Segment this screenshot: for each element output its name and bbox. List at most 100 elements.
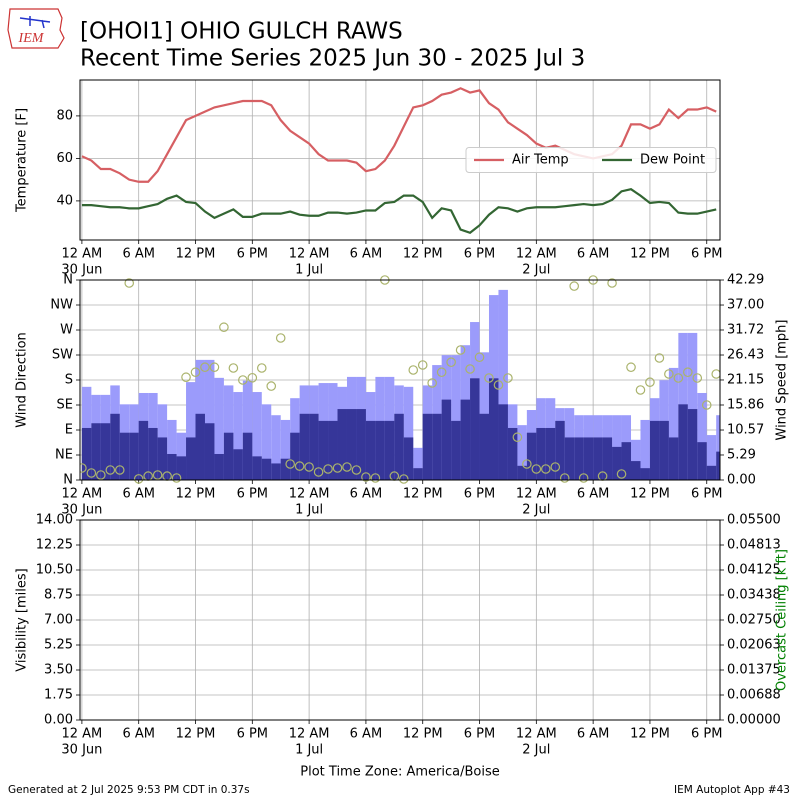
bar	[432, 413, 442, 480]
x-tick-label: 12 AM	[289, 487, 330, 502]
point	[645, 377, 655, 388]
point	[114, 465, 125, 475]
bar	[356, 409, 366, 480]
bar	[242, 432, 253, 480]
bar	[81, 427, 92, 480]
y2-axis-label: Overcast Ceiling [k ft]	[775, 549, 790, 691]
bar	[204, 359, 215, 480]
x-tick-label: 6 PM	[464, 247, 495, 262]
y-tick-label: SW	[52, 348, 73, 363]
point	[228, 363, 239, 373]
bar	[488, 378, 499, 480]
bar	[555, 420, 565, 480]
x-date-label: 30 Jun	[61, 263, 102, 278]
x-tick-label: 6 PM	[691, 727, 722, 742]
point	[455, 345, 466, 355]
line-series	[81, 188, 717, 235]
bar	[517, 465, 527, 480]
point	[200, 362, 210, 373]
point	[304, 462, 314, 472]
x-tick-label: 6 PM	[237, 247, 268, 262]
bar	[176, 456, 187, 480]
bar	[640, 419, 650, 480]
point	[522, 459, 532, 469]
bar	[583, 437, 594, 480]
x-date-label: 2 Jul	[522, 503, 550, 518]
y-tick-label: 8.75	[44, 588, 73, 603]
bar	[564, 437, 575, 480]
y-tick-label: 12.25	[36, 538, 73, 553]
bar	[91, 423, 101, 480]
bar	[687, 332, 698, 480]
y-tick-label: 80	[56, 108, 73, 123]
bar	[612, 446, 622, 480]
y-tick-label: S	[65, 373, 73, 388]
bar	[280, 419, 291, 480]
bar	[252, 392, 262, 480]
bar	[697, 392, 707, 480]
bar	[545, 427, 556, 480]
x-tick-label: 12 AM	[289, 247, 330, 262]
bar	[536, 427, 546, 480]
bar	[375, 420, 385, 480]
bar	[167, 419, 177, 480]
bar	[167, 453, 177, 480]
point	[351, 465, 362, 475]
point	[124, 278, 135, 288]
x-tick-label: 12 PM	[630, 487, 670, 502]
bar	[631, 439, 641, 480]
bar	[678, 404, 688, 480]
x-tick-label: 6 AM	[577, 487, 610, 502]
logo: IEM	[7, 8, 65, 49]
point	[408, 365, 419, 375]
y2-tick-label: 21.15	[727, 372, 764, 387]
y-tick-label: N	[63, 473, 73, 488]
point	[540, 464, 551, 474]
point	[190, 367, 201, 378]
point	[398, 474, 409, 484]
y2-tick-label: 0.02063	[727, 638, 781, 653]
point	[342, 462, 352, 472]
bar	[100, 423, 111, 480]
title: [OHOI1] OHIO GULCH RAWS	[80, 19, 403, 45]
point	[427, 378, 437, 388]
point	[105, 465, 116, 475]
point	[503, 373, 513, 383]
y-tick-label: 10.50	[36, 563, 73, 578]
y-tick-label: 7.00	[44, 613, 73, 628]
bar	[403, 437, 414, 480]
bar	[593, 437, 603, 480]
point	[80, 463, 87, 473]
bar	[233, 449, 243, 480]
bar	[271, 415, 281, 480]
point	[152, 470, 163, 480]
bar	[328, 420, 338, 480]
axes-frame	[79, 519, 721, 721]
x-tick-label: 12 AM	[516, 247, 557, 262]
point	[247, 372, 258, 383]
bar	[706, 465, 717, 480]
x-tick-label: 6 PM	[691, 487, 722, 502]
bar	[242, 380, 253, 480]
x-date-label: 1 Jul	[295, 503, 323, 518]
bar	[716, 415, 720, 480]
axes-frame	[79, 79, 721, 241]
legend-box	[465, 147, 717, 173]
bar	[507, 427, 518, 480]
point	[266, 381, 277, 391]
x-tick-label: 12 PM	[403, 487, 443, 502]
footer-left: Generated at 2 Jul 2025 9:53 PM CDT in 0…	[8, 784, 250, 796]
x-tick-label: 6 AM	[122, 487, 155, 502]
y2-tick-label: 26.43	[727, 348, 764, 363]
y2-tick-label: 42.29	[727, 273, 764, 288]
y2-tick-label: 0.01375	[727, 663, 781, 678]
bar	[280, 458, 291, 480]
y2-tick-label: 0.00000	[727, 713, 781, 728]
bar	[252, 456, 262, 480]
point	[436, 367, 447, 378]
point	[361, 472, 371, 482]
point	[96, 470, 106, 480]
y-axis-label: Visibility [miles]	[15, 568, 30, 671]
point	[219, 322, 229, 333]
x-axis-label: Plot Time Zone: America/Boise	[300, 765, 499, 780]
